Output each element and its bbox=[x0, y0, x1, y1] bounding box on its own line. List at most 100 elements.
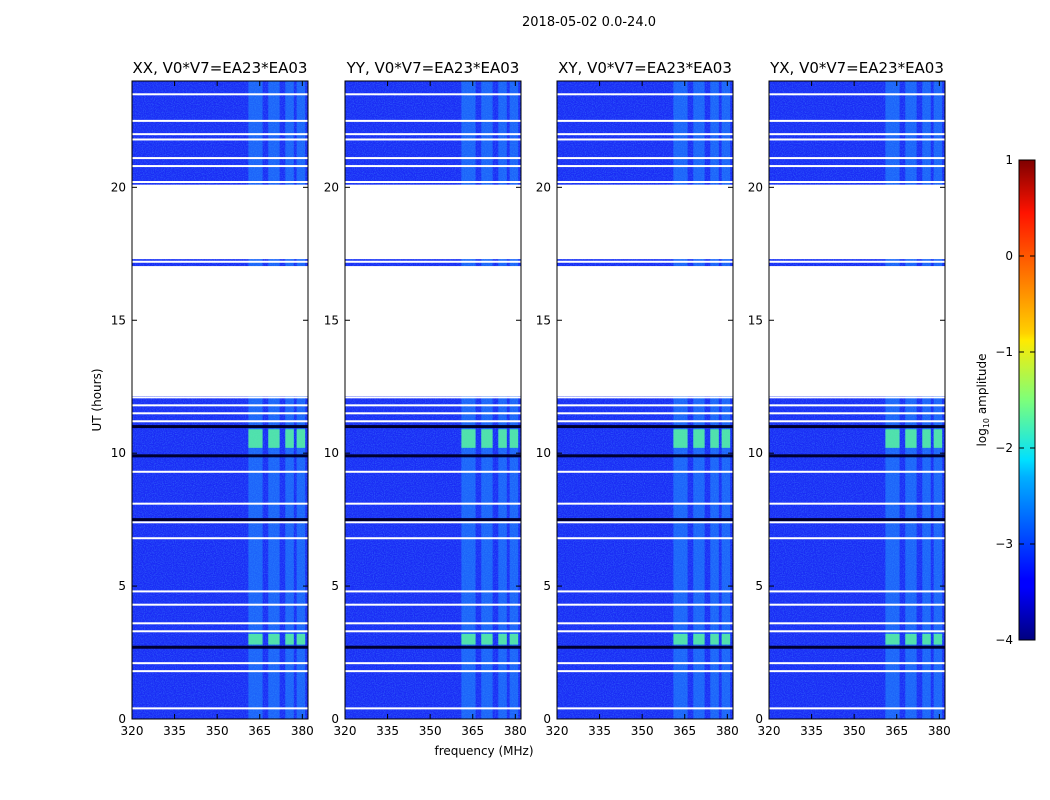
flagged-row bbox=[345, 412, 521, 415]
rfi-band bbox=[922, 81, 931, 719]
rfi-patch bbox=[693, 633, 705, 645]
flagged-row bbox=[132, 707, 308, 710]
x-tick-label: 350 bbox=[419, 724, 442, 738]
flagged-row bbox=[132, 157, 308, 160]
flagged-row bbox=[345, 420, 521, 423]
colorbar-tick-label: 0 bbox=[1005, 249, 1013, 263]
rfi-patch bbox=[710, 429, 719, 448]
flagged-row bbox=[769, 266, 945, 269]
flagged-row bbox=[345, 260, 521, 263]
data-gap bbox=[557, 184, 733, 260]
colorbar-tick-label: −1 bbox=[995, 345, 1013, 359]
flagged-row bbox=[132, 420, 308, 423]
dark-row bbox=[769, 645, 945, 649]
rfi-patch bbox=[509, 633, 519, 645]
flagged-row bbox=[132, 181, 308, 184]
flagged-row bbox=[345, 181, 521, 184]
flagged-row bbox=[132, 412, 308, 415]
colorbar-tick-label: 1 bbox=[1005, 153, 1013, 167]
panel-title: XX, V0*V7=EA23*EA03 bbox=[133, 59, 308, 77]
rfi-patch bbox=[922, 429, 931, 448]
flagged-row bbox=[557, 260, 733, 263]
colorbar-tick-label: −4 bbox=[995, 633, 1013, 647]
rfi-patch bbox=[673, 633, 688, 645]
flagged-row bbox=[132, 603, 308, 606]
x-axis-label: frequency (MHz) bbox=[434, 744, 533, 758]
flagged-row bbox=[132, 630, 308, 633]
panel-title: YY, V0*V7=EA23*EA03 bbox=[346, 59, 520, 77]
flagged-row bbox=[557, 266, 733, 269]
rfi-patch bbox=[268, 633, 280, 645]
flagged-row bbox=[132, 470, 308, 473]
rfi-patch bbox=[296, 429, 306, 448]
y-axis-label: UT (hours) bbox=[90, 368, 104, 431]
data-gap bbox=[345, 184, 521, 260]
panel-frame bbox=[768, 80, 946, 720]
rfi-patch bbox=[673, 429, 688, 448]
flagged-row bbox=[769, 622, 945, 625]
rfi-patch bbox=[509, 429, 519, 448]
dark-row bbox=[345, 518, 521, 522]
panel-frame bbox=[556, 80, 734, 720]
flagged-row bbox=[557, 396, 733, 399]
rfi-patch bbox=[885, 633, 900, 645]
flagged-row bbox=[132, 260, 308, 263]
x-tick-label: 335 bbox=[800, 724, 823, 738]
flagged-row bbox=[132, 93, 308, 96]
rfi-patch bbox=[498, 633, 507, 645]
flagged-row bbox=[769, 470, 945, 473]
panel-1: YY, V0*V7=EA23*EA03 320 335 350 365 380 0 5 10 15… bbox=[324, 59, 527, 738]
flagged-row bbox=[557, 470, 733, 473]
rfi-patch bbox=[933, 633, 943, 645]
x-tick-label: 350 bbox=[206, 724, 229, 738]
flagged-row bbox=[132, 396, 308, 399]
flagged-row bbox=[557, 93, 733, 96]
x-tick-label: 320 bbox=[121, 724, 144, 738]
rfi-patch bbox=[922, 633, 931, 645]
colorbar-label-main: log bbox=[975, 428, 989, 446]
panels: XX, V0*V7=EA23*EA03 320 335 350 365 380 0 5 10 15… bbox=[111, 59, 951, 738]
flagged-row bbox=[769, 181, 945, 184]
flagged-row bbox=[769, 260, 945, 263]
y-tick-label: 10 bbox=[536, 446, 551, 460]
flagged-row bbox=[769, 404, 945, 407]
flagged-row bbox=[132, 622, 308, 625]
rfi-patch bbox=[296, 633, 306, 645]
rfi-patch bbox=[461, 429, 476, 448]
flagged-row bbox=[345, 502, 521, 505]
dark-row bbox=[557, 518, 733, 522]
colorbar-label-tail: amplitude bbox=[975, 354, 989, 418]
flagged-row bbox=[769, 133, 945, 136]
flagged-row bbox=[769, 630, 945, 633]
y-tick-label: 0 bbox=[331, 712, 339, 726]
flagged-row bbox=[557, 420, 733, 423]
rfi-patch bbox=[268, 429, 280, 448]
flagged-row bbox=[557, 603, 733, 606]
y-tick-label: 20 bbox=[536, 180, 551, 194]
flagged-row bbox=[557, 622, 733, 625]
flagged-row bbox=[557, 412, 733, 415]
flagged-row bbox=[132, 502, 308, 505]
x-tick-label: 350 bbox=[631, 724, 654, 738]
flagged-row bbox=[557, 133, 733, 136]
dark-row bbox=[769, 518, 945, 522]
flagged-row bbox=[132, 266, 308, 269]
rfi-band bbox=[933, 81, 943, 719]
y-tick-label: 15 bbox=[748, 313, 763, 327]
flagged-row bbox=[132, 590, 308, 593]
colorbar-tick-label: −3 bbox=[995, 537, 1013, 551]
y-tick-label: 5 bbox=[331, 579, 339, 593]
y-tick-label: 10 bbox=[324, 446, 339, 460]
flagged-row bbox=[132, 662, 308, 665]
panel-title: YX, V0*V7=EA23*EA03 bbox=[769, 59, 944, 77]
dark-row bbox=[132, 518, 308, 522]
flagged-row bbox=[345, 662, 521, 665]
dark-row bbox=[769, 425, 945, 429]
y-tick-label: 0 bbox=[118, 712, 126, 726]
flagged-row bbox=[769, 165, 945, 168]
x-tick-label: 335 bbox=[588, 724, 611, 738]
rfi-patch bbox=[885, 429, 900, 448]
flagged-row bbox=[557, 502, 733, 505]
y-tick-label: 20 bbox=[324, 180, 339, 194]
rfi-patch bbox=[461, 633, 476, 645]
